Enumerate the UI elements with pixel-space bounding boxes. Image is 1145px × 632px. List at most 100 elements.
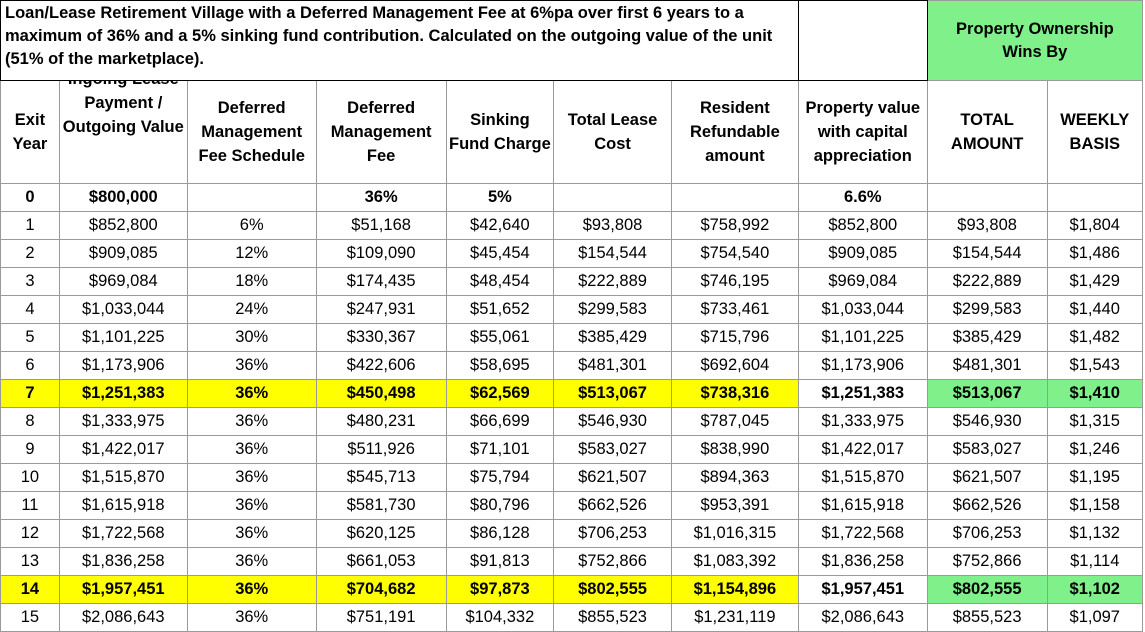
cell-exit-year: 6 <box>0 351 60 380</box>
cell-dmf: $751,191 <box>315 603 447 632</box>
cell-dmf-schedule: 36% <box>186 379 317 408</box>
cell-property-value: $1,515,870 <box>797 463 928 492</box>
cell-weekly-basis: $1,102 <box>1046 575 1143 604</box>
cell-weekly-basis: $1,097 <box>1046 603 1143 632</box>
cell-exit-year: 15 <box>0 603 60 632</box>
cell-lease-payment: $1,173,906 <box>58 351 188 380</box>
base-dmf-schedule <box>186 183 317 212</box>
cell-total-amount: $662,526 <box>926 491 1048 520</box>
cell-total-amount: $802,555 <box>926 575 1048 604</box>
cell-property-value: $909,085 <box>797 239 928 268</box>
cell-dmf-schedule: 36% <box>186 547 317 576</box>
cell-sinking-fund: $51,652 <box>445 295 555 324</box>
cell-property-value: $1,957,451 <box>797 575 928 604</box>
base-lease-payment: $800,000 <box>58 183 188 212</box>
cell-weekly-basis: $1,132 <box>1046 519 1143 548</box>
header-resident-refundable: Resident Refundable amount <box>689 99 780 165</box>
cell-dmf: $480,231 <box>315 407 447 436</box>
table-row: 15 $2,086,643 36% $751,191 $104,332 $855,523 $… <box>0 603 1143 632</box>
cell-resident-refundable: $754,540 <box>670 239 799 268</box>
cell-weekly-basis: $1,543 <box>1046 351 1143 380</box>
cell-dmf: $661,053 <box>315 547 447 576</box>
header-exit-year: Exit Year <box>12 111 48 153</box>
cell-total-amount: $546,930 <box>926 407 1048 436</box>
cell-exit-year: 10 <box>0 463 60 492</box>
cell-total-lease-cost: $706,253 <box>553 519 672 548</box>
cell-exit-year: 8 <box>0 407 60 436</box>
cell-property-value: $1,422,017 <box>797 435 928 464</box>
cell-weekly-basis: $1,440 <box>1046 295 1143 324</box>
cell-weekly-basis: $1,429 <box>1046 267 1143 296</box>
cell-property-value: $2,086,643 <box>797 603 928 632</box>
cell-weekly-basis: $1,482 <box>1046 323 1143 352</box>
cell-total-amount: $299,583 <box>926 295 1048 324</box>
header-lease-payment: Ingoing Lease Payment / Outgoing Value <box>62 82 184 137</box>
cell-dmf: $247,931 <box>315 295 447 324</box>
cell-weekly-basis: $1,486 <box>1046 239 1143 268</box>
base-weekly-basis <box>1046 183 1143 212</box>
table-row: 14 $1,957,451 36% $704,682 $97,873 $802,555 $1… <box>0 575 1143 604</box>
cell-property-value: $1,173,906 <box>797 351 928 380</box>
table-row: 1 $852,800 6% $51,168 $42,640 $93,808 $758,992… <box>0 211 1143 240</box>
cell-sinking-fund: $42,640 <box>445 211 555 240</box>
cell-sinking-fund: $91,813 <box>445 547 555 576</box>
cell-lease-payment: $1,515,870 <box>58 463 188 492</box>
cell-dmf-schedule: 6% <box>186 211 317 240</box>
cell-lease-payment: $1,722,568 <box>58 519 188 548</box>
cell-dmf-schedule: 36% <box>186 435 317 464</box>
cell-total-lease-cost: $621,507 <box>553 463 672 492</box>
table-row: 11 $1,615,918 36% $581,730 $80,796 $662,526 $9… <box>0 491 1143 520</box>
cell-weekly-basis: $1,158 <box>1046 491 1143 520</box>
cell-lease-payment: $2,086,643 <box>58 603 188 632</box>
cell-total-amount: $93,808 <box>926 211 1048 240</box>
cell-sinking-fund: $55,061 <box>445 323 555 352</box>
cell-total-lease-cost: $481,301 <box>553 351 672 380</box>
header-sinking-fund: Sinking Fund Charge <box>449 111 551 153</box>
cell-exit-year: 13 <box>0 547 60 576</box>
cell-lease-payment: $1,251,383 <box>58 379 188 408</box>
base-total-lease-cost <box>553 183 672 212</box>
cell-lease-payment: $969,084 <box>58 267 188 296</box>
cell-sinking-fund: $58,695 <box>445 351 555 380</box>
cell-weekly-basis: $1,315 <box>1046 407 1143 436</box>
cell-total-amount: $154,544 <box>926 239 1048 268</box>
cell-resident-refundable: $715,796 <box>670 323 799 352</box>
cell-lease-payment: $1,836,258 <box>58 547 188 576</box>
base-row: 0 $800,000 36% 5% 6.6% <box>0 183 1143 212</box>
table-row: 8 $1,333,975 36% $480,231 $66,699 $546,930 $78… <box>0 407 1143 436</box>
cell-dmf: $330,367 <box>315 323 447 352</box>
base-sinking-fund-rate: 5% <box>445 183 555 212</box>
cell-lease-payment: $852,800 <box>58 211 188 240</box>
base-dmf-rate: 36% <box>315 183 447 212</box>
cell-exit-year: 5 <box>0 323 60 352</box>
cell-sinking-fund: $66,699 <box>445 407 555 436</box>
cell-sinking-fund: $48,454 <box>445 267 555 296</box>
table-row: 3 $969,084 18% $174,435 $48,454 $222,889 $746,… <box>0 267 1143 296</box>
cell-total-lease-cost: $299,583 <box>553 295 672 324</box>
cell-weekly-basis: $1,804 <box>1046 211 1143 240</box>
cell-resident-refundable: $1,083,392 <box>670 547 799 576</box>
cell-resident-refundable: $1,016,315 <box>670 519 799 548</box>
cell-dmf: $422,606 <box>315 351 447 380</box>
cell-total-lease-cost: $222,889 <box>553 267 672 296</box>
cell-property-value: $1,101,225 <box>797 323 928 352</box>
cell-sinking-fund: $86,128 <box>445 519 555 548</box>
cell-total-amount: $385,429 <box>926 323 1048 352</box>
cell-sinking-fund: $45,454 <box>445 239 555 268</box>
cell-resident-refundable: $746,195 <box>670 267 799 296</box>
cell-total-lease-cost: $662,526 <box>553 491 672 520</box>
base-total-amount <box>926 183 1048 212</box>
cell-sinking-fund: $97,873 <box>445 575 555 604</box>
cell-resident-refundable: $1,231,119 <box>670 603 799 632</box>
cell-total-lease-cost: $93,808 <box>553 211 672 240</box>
cell-sinking-fund: $104,332 <box>445 603 555 632</box>
cell-dmf: $450,498 <box>315 379 447 408</box>
cell-lease-payment: $1,957,451 <box>58 575 188 604</box>
header-total-lease-cost: Total Lease Cost <box>567 111 658 153</box>
cell-total-amount: $621,507 <box>926 463 1048 492</box>
cell-total-lease-cost: $385,429 <box>553 323 672 352</box>
cell-dmf: $704,682 <box>315 575 447 604</box>
table-row: 7 $1,251,383 36% $450,498 $62,569 $513,067 $73… <box>0 379 1143 408</box>
cell-total-lease-cost: $513,067 <box>553 379 672 408</box>
cell-resident-refundable: $758,992 <box>670 211 799 240</box>
